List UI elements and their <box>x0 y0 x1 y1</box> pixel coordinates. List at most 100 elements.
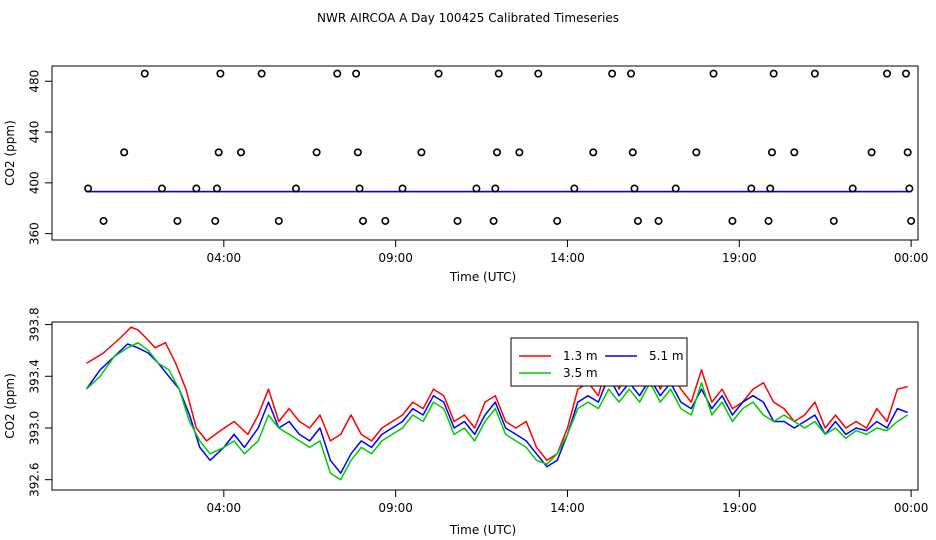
calibration-point <box>398 184 407 193</box>
y-tick-label: 393.4 <box>28 359 42 393</box>
calibration-point <box>534 69 543 78</box>
calibration-point <box>84 184 93 193</box>
calibration-point <box>434 69 443 78</box>
calibration-point <box>654 216 663 225</box>
calibration-point <box>903 148 912 157</box>
y-axis-label: CO2 (ppm) <box>3 373 17 439</box>
series-line <box>86 326 908 462</box>
calibration-point <box>99 216 108 225</box>
chart-title: NWR AIRCOA A Day 100425 Calibrated Times… <box>317 11 619 25</box>
calibration-point <box>257 69 266 78</box>
calibration-point <box>352 69 361 78</box>
y-tick-label: 480 <box>28 70 42 93</box>
calibration-point <box>353 148 362 157</box>
x-tick-label: 00:00 <box>894 501 929 515</box>
y-tick-label: 393.0 <box>28 411 42 445</box>
calibration-point <box>493 148 502 157</box>
calibration-point <box>333 69 342 78</box>
calibration-point <box>417 148 426 157</box>
calibration-point <box>192 184 201 193</box>
x-tick-label: 19:00 <box>722 251 757 265</box>
x-tick-label: 14:00 <box>550 501 585 515</box>
x-tick-label: 00:00 <box>894 251 929 265</box>
calibration-point <box>491 184 500 193</box>
calibration-point <box>120 148 129 157</box>
calibration-point <box>709 69 718 78</box>
calibration-point <box>848 184 857 193</box>
calibration-point <box>359 216 368 225</box>
calibration-point <box>453 216 462 225</box>
calibration-point <box>767 148 776 157</box>
calibration-point <box>907 216 916 225</box>
calibration-point <box>553 216 562 225</box>
legend-label: 3.5 m <box>563 366 598 380</box>
calibration-point <box>627 69 636 78</box>
x-axis-label: Time (UTC) <box>449 523 516 537</box>
calibration-point <box>140 69 149 78</box>
timeseries-axes: 04:00 09:00 14:00 19:00 00:00 392.6 393.0 393.4… <box>28 307 929 515</box>
x-tick-label: 19:00 <box>722 501 757 515</box>
calibration-point <box>216 69 225 78</box>
calibration-point <box>671 184 680 193</box>
legend-box <box>510 337 688 387</box>
calibration-point <box>472 184 481 193</box>
calibration-point <box>608 69 617 78</box>
calibration-point <box>790 148 799 157</box>
y-axis-label: CO2 (ppm) <box>3 120 17 186</box>
calibration-plot-area <box>84 69 916 225</box>
series-line <box>85 341 909 481</box>
timeseries-plot-area <box>85 326 909 481</box>
calibration-point <box>157 184 166 193</box>
calibration-panel: 04:00 09:00 14:00 19:00 00:00 360 400 440 480 Ti… <box>3 65 929 284</box>
x-tick-label: 09:00 <box>378 251 413 265</box>
calibration-point <box>173 216 182 225</box>
calibration-point <box>274 216 283 225</box>
calibration-point <box>212 184 221 193</box>
calibration-point <box>489 216 498 225</box>
calibration-point <box>494 69 503 78</box>
calibration-point <box>728 216 737 225</box>
calibration-point <box>905 184 914 193</box>
calibration-axes: 04:00 09:00 14:00 19:00 00:00 360 400 440 480 <box>28 70 929 265</box>
calibration-point <box>630 184 639 193</box>
x-tick-label: 09:00 <box>378 501 413 515</box>
y-tick-label: 393.8 <box>28 307 42 341</box>
calibration-point <box>214 148 223 157</box>
x-tick-label: 04:00 <box>207 251 242 265</box>
calibration-point <box>810 69 819 78</box>
calibration-point <box>291 184 300 193</box>
calibration-point <box>381 216 390 225</box>
legend: 1.3 m 5.1 m 3.5 m <box>510 337 688 387</box>
plot-frame <box>51 321 919 491</box>
calibration-point <box>901 69 910 78</box>
legend-label: 5.1 m <box>649 349 684 363</box>
timeseries-panel: 04:00 09:00 14:00 19:00 00:00 392.6 393.0 393.4… <box>3 307 928 537</box>
legend-label: 1.3 m <box>563 349 598 363</box>
calibration-point <box>515 148 524 157</box>
calibration-point <box>237 148 246 157</box>
x-axis-label: Time (UTC) <box>449 270 516 284</box>
y-tick-label: 400 <box>28 171 42 194</box>
calibration-point <box>211 216 220 225</box>
calibration-point <box>867 148 876 157</box>
calibration-point <box>766 184 775 193</box>
calibration-point <box>883 69 892 78</box>
calibration-point <box>570 184 579 193</box>
plot-frame <box>51 65 919 241</box>
calibration-point <box>628 148 637 157</box>
calibration-point <box>692 148 701 157</box>
calibration-point <box>747 184 756 193</box>
calibration-point <box>312 148 321 157</box>
y-tick-label: 360 <box>28 222 42 245</box>
calibration-point <box>769 69 778 78</box>
y-tick-label: 392.6 <box>28 462 42 496</box>
calibration-point <box>764 216 773 225</box>
x-tick-label: 04:00 <box>207 501 242 515</box>
calibration-point <box>589 148 598 157</box>
x-tick-label: 14:00 <box>550 251 585 265</box>
calibration-point <box>633 216 642 225</box>
y-tick-label: 440 <box>28 121 42 144</box>
calibration-point <box>355 184 364 193</box>
calibration-point <box>829 216 838 225</box>
